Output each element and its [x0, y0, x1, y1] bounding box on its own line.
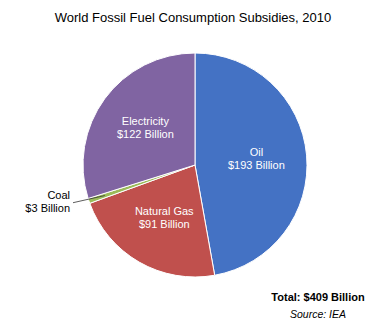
labels: Oil$193 Billion Natural Gas$91 Billion Coa… — [25, 115, 284, 230]
leader-line — [73, 196, 105, 203]
chart: World Fossil Fuel Consumption Subsidies,… — [0, 0, 386, 327]
data-label: Electricity$122 Billion — [117, 115, 174, 140]
annotation: Total: $409 Billion — [271, 291, 365, 303]
pie — [83, 53, 307, 277]
slice — [195, 53, 307, 275]
slice — [83, 53, 195, 198]
data-label: Natural Gas$91 Billion — [135, 205, 194, 230]
title: World Fossil Fuel Consumption Subsidies,… — [55, 10, 332, 25]
data-label: Coal$3 Billion — [25, 189, 70, 214]
data-label: Oil$193 Billion — [228, 146, 285, 171]
annotation: Source: IEA — [290, 308, 346, 320]
